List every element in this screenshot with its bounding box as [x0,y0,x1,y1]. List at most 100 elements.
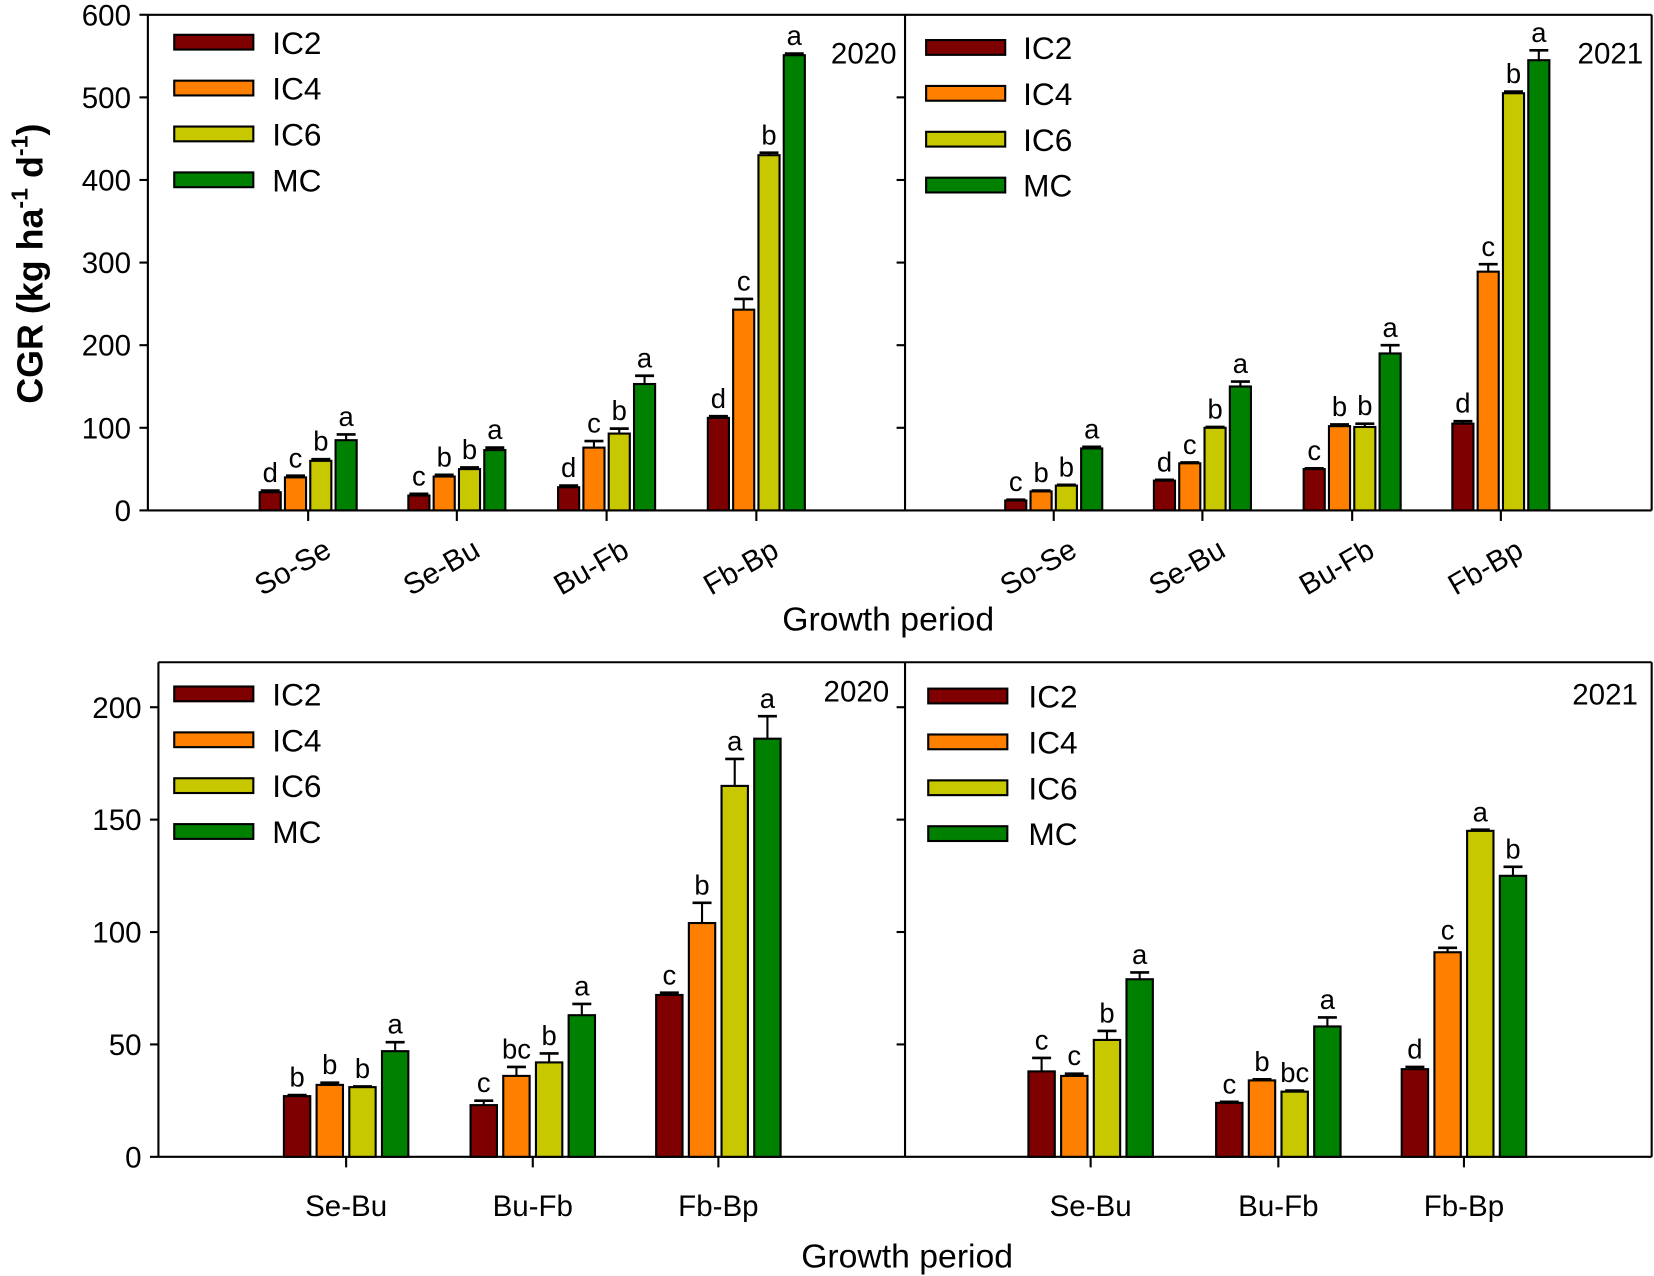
panel-year-label: 2020 [824,675,890,708]
significance-letter: b [1506,58,1521,89]
significance-letter: b [1505,833,1520,864]
x-tick-label: Bu-Fb [548,533,634,602]
bar-IC6-Bu-Fb [1280,1090,1309,1158]
x-axis-label-bottom: Growth period [801,1238,1013,1276]
significance-letter: a [487,414,503,445]
significance-letter: b [612,395,627,426]
significance-letter: bc [502,1033,531,1064]
significance-letter: b [694,869,709,900]
bar-MC-Se-Bu [483,449,507,512]
legend-swatch-IC4 [173,731,255,749]
significance-letter: a [637,342,653,373]
bar-IC2-Bu-Fb [1302,468,1326,512]
legend-swatch-IC4 [927,733,1009,751]
y-tick-label: 0 [115,495,131,528]
significance-letter: c [1481,231,1495,262]
x-tick-label: Fb-Bp [1424,1190,1504,1223]
x-tick-label: So-Se [995,533,1083,603]
significance-letter: b [289,1062,304,1093]
y-tick-label: 600 [82,0,131,32]
significance-letter: a [760,683,776,714]
y-tick-label: 150 [92,804,141,837]
bar-IC2-Fb-Bp [1451,422,1475,512]
bar-IC2-Se-Bu [1152,479,1177,512]
significance-letter: b [462,434,477,465]
bar-IC6-Bu-Fb [607,432,631,512]
bar-IC6-Se-Bu [1092,1038,1122,1158]
bar-MC-Bu-Fb [632,382,657,512]
significance-letter: b [1357,390,1372,421]
significance-letter: b [437,441,452,472]
bar-MC-Bu-Fb [1378,352,1402,512]
y-tick-label: 100 [92,917,141,950]
x-tick-label: Bu-Fb [1238,1190,1318,1223]
bar-MC-Fb-Bp [1498,874,1528,1158]
bar-MC-Fb-Bp [782,54,806,512]
bar-MC-So-Se [334,439,358,512]
bar-MC-Se-Bu [1228,385,1252,512]
x-tick-label: Se-Bu [398,533,486,603]
y-tick-label: 300 [82,247,131,280]
significance-letter: c [662,959,676,990]
bar-IC6-Fb-Bp [757,154,781,512]
bar-IC2-Bu-Fb [469,1104,498,1158]
bar-IC2-Bu-Fb [557,486,581,512]
bar-IC4-Bu-Fb [1247,1079,1277,1158]
significance-letter: c [1035,1024,1049,1055]
bar-IC6-So-Se [1054,484,1078,512]
significance-letter: bc [1280,1057,1309,1088]
bar-IC4-Fb-Bp [1476,270,1500,512]
legend-label-IC6: IC6 [272,117,321,153]
significance-letter: a [1320,984,1336,1015]
legend-label-IC2: IC2 [272,25,321,61]
y-tick-label: 100 [82,412,131,445]
significance-letter: b [761,119,776,150]
x-tick-label: Se-Bu [1143,533,1231,603]
y-axis-label: CGR (kg ha-1 d-1) [7,124,51,404]
bar-MC-So-Se [1080,447,1104,512]
legend-label-IC2: IC2 [272,676,321,712]
legend-swatch-IC6 [927,779,1009,797]
significance-letter: a [1383,312,1399,343]
legend-label-MC: MC [1023,168,1072,204]
x-axis-label-top: Growth period [782,601,994,639]
significance-letter: b [313,426,328,457]
bar-IC4-Bu-Fb [582,446,606,512]
significance-letter: d [263,457,278,488]
bar-IC2-Fb-Bp [1400,1068,1430,1158]
bar-IC6-So-Se [309,459,333,512]
legend-swatch-MC [173,823,255,840]
legend-label-IC4: IC4 [1023,76,1072,112]
bar-IC6-Se-Bu [1203,426,1227,512]
legend-label-IC6: IC6 [1028,770,1077,806]
bar-IC6-Bu-Fb [1353,425,1377,512]
significance-letter: a [787,20,803,51]
significance-letter: d [711,383,726,414]
legend-swatch-IC6 [173,125,255,143]
bar-IC6-Bu-Fb [534,1061,564,1158]
legend-label-IC2: IC2 [1028,679,1077,715]
bar-IC4-Fb-Bp [687,921,717,1158]
significance-letter: c [1307,435,1321,466]
significance-letter: d [1455,388,1470,419]
bar-IC4-So-Se [283,476,308,512]
significance-letter: c [289,442,303,473]
bar-IC4-Fb-Bp [732,308,756,512]
legend-label-IC4: IC4 [272,71,321,107]
legend-swatch-IC4 [925,84,1007,102]
bar-IC2-So-Se [258,491,282,512]
bar-IC4-So-Se [1029,490,1053,512]
x-tick-label: Bu-Fb [493,1190,573,1223]
bar-IC4-Se-Bu [1060,1074,1089,1158]
significance-letter: a [1233,348,1249,379]
bar-IC6-Fb-Bp [1501,92,1526,512]
significance-letter: c [737,265,751,296]
significance-letter: c [477,1067,491,1098]
bar-MC-Bu-Fb [1313,1025,1342,1158]
significance-letter: b [1332,391,1347,422]
legend-swatch-MC [173,171,255,189]
bar-IC6-Se-Bu [348,1086,377,1158]
bar-IC2-Fb-Bp [655,993,684,1158]
